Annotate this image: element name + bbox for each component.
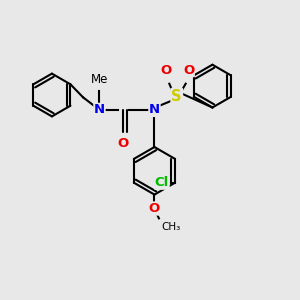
Text: Me: Me bbox=[91, 73, 108, 86]
Text: O: O bbox=[149, 202, 160, 215]
Text: O: O bbox=[118, 137, 129, 150]
Text: N: N bbox=[149, 103, 160, 116]
Text: Cl: Cl bbox=[155, 176, 169, 189]
Text: O: O bbox=[183, 64, 194, 76]
Text: N: N bbox=[94, 103, 105, 116]
Text: S: S bbox=[172, 89, 182, 104]
Text: CH₃: CH₃ bbox=[161, 222, 180, 232]
Text: O: O bbox=[161, 64, 172, 76]
